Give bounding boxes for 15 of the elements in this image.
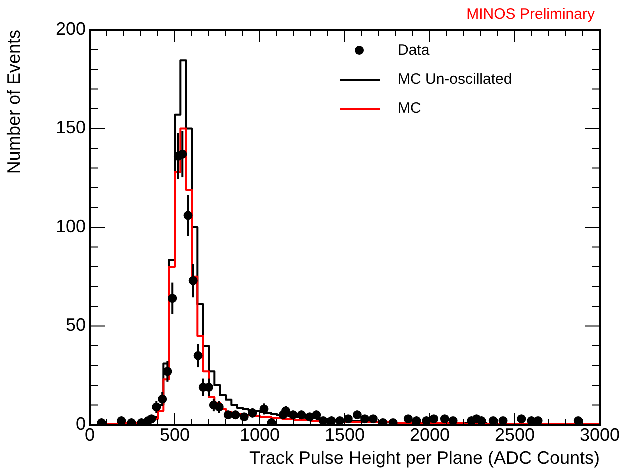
legend-label: MC Un-oscillated [398, 71, 512, 88]
x-tick-label: 1000 [240, 424, 280, 445]
y-tick-label: 50 [66, 315, 86, 336]
x-tick-label: 2000 [410, 424, 450, 445]
x-tick-label: 500 [160, 424, 190, 445]
y-tick-label: 150 [56, 118, 86, 138]
x-tick-label: 1500 [324, 424, 366, 445]
y-tick-label: 200 [56, 18, 86, 39]
y-tick-label: 100 [56, 216, 86, 236]
x-axis-title: Track Pulse Height per Plane (ADC Counts) [250, 448, 600, 468]
legend-label: Data [398, 42, 430, 59]
legend-label: MC [398, 100, 422, 117]
y-axis-title: Number of Events [4, 30, 24, 174]
x-tick-label: 2500 [494, 424, 536, 445]
text: MINOS Preliminary [466, 6, 595, 23]
